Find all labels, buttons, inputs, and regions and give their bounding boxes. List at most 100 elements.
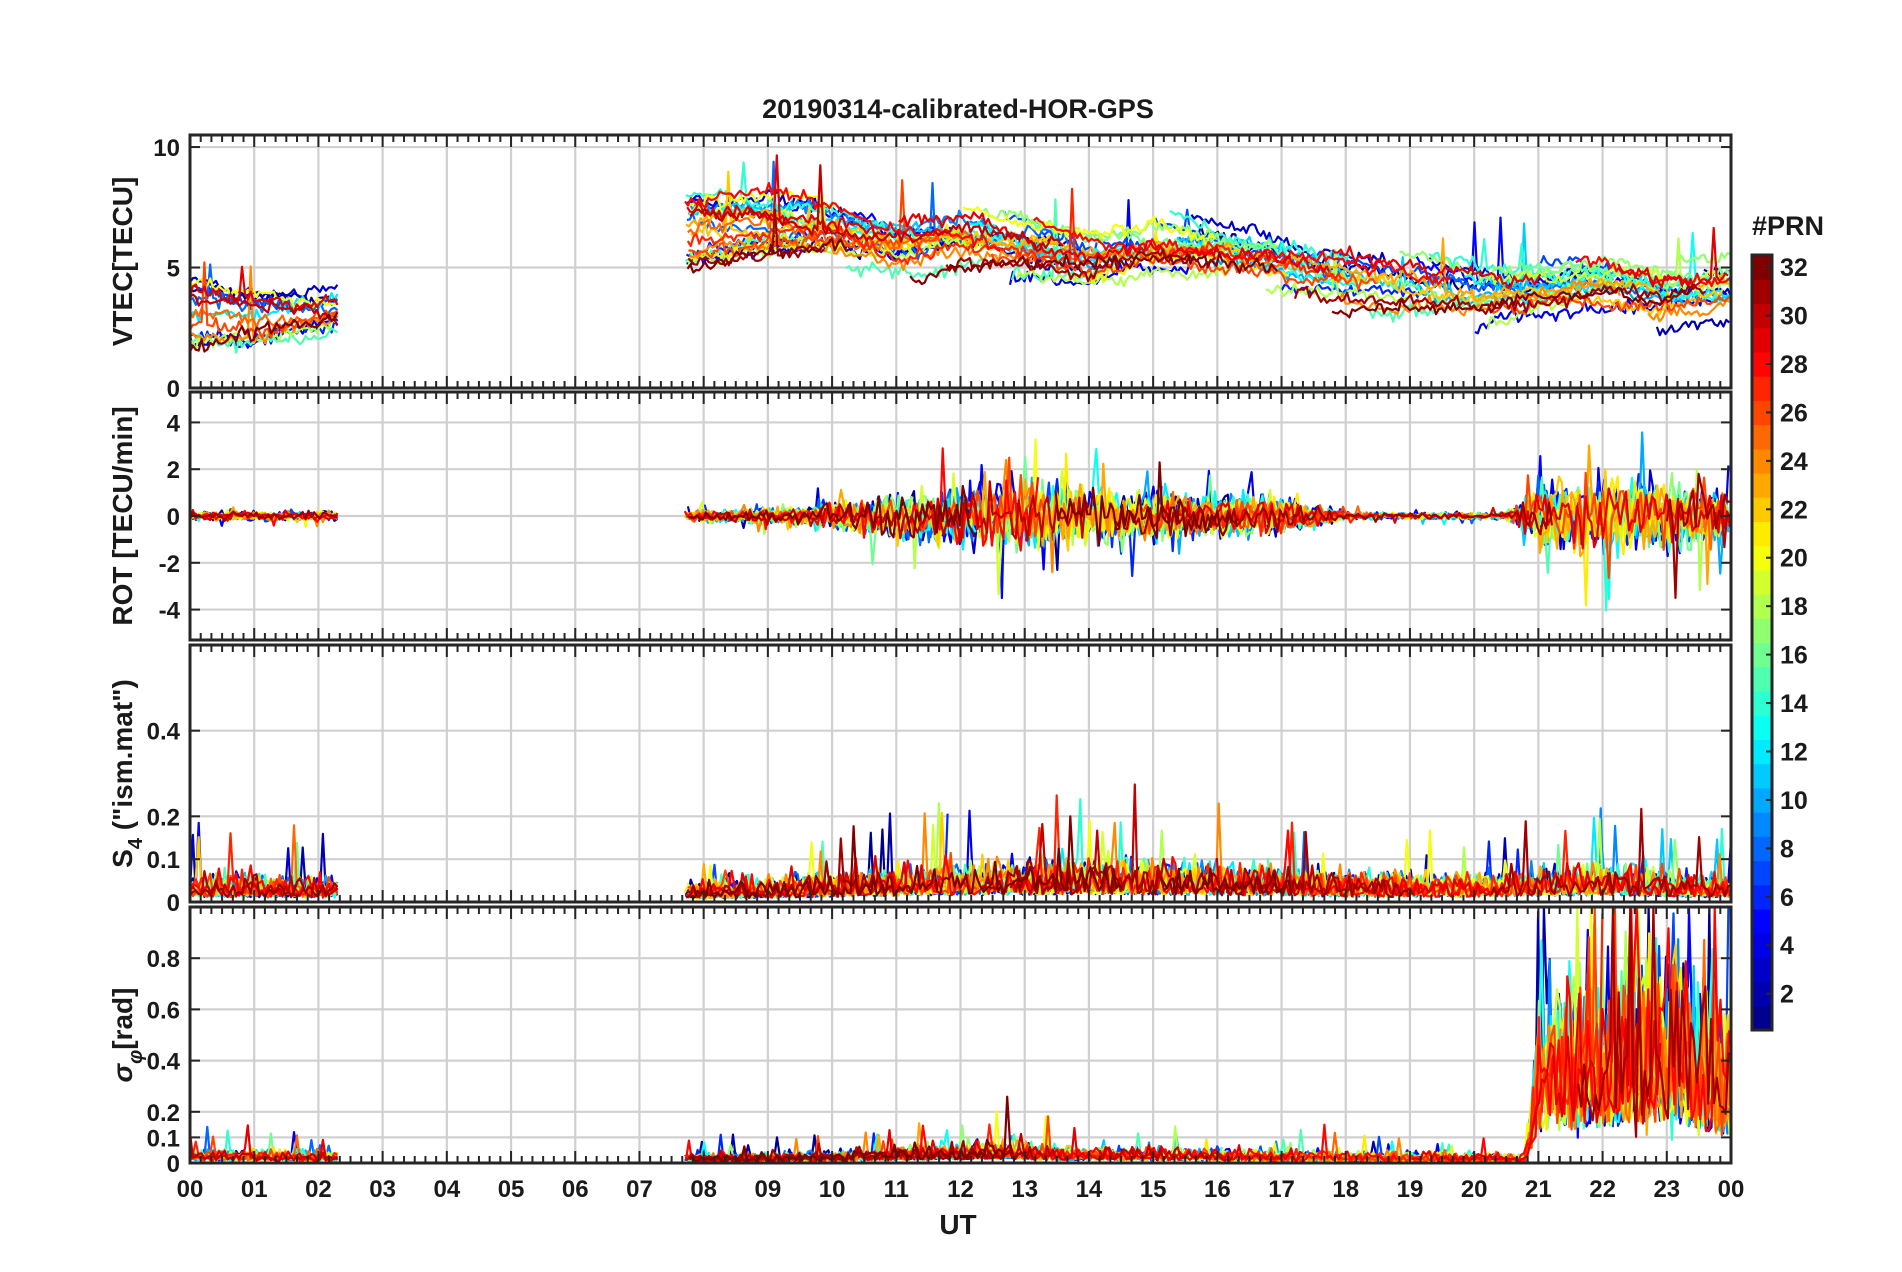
panel-rot: -4 -2 0 2 4 ROT [TECU/min] (107, 390, 1733, 642)
panel-rot-series (190, 431, 1731, 612)
prn-series-line (1655, 318, 1730, 337)
x-tick-label: 07 (626, 1176, 653, 1203)
y-tick-label: 2 (167, 457, 180, 484)
prn-series-line (1002, 458, 1247, 574)
panel-sigphi-ticks (189, 907, 1732, 1164)
x-tick-label: 10 (819, 1176, 846, 1203)
prn-series-line (689, 164, 1064, 253)
prn-series-line (1285, 237, 1661, 302)
x-tick-label: 20 (1461, 1176, 1488, 1203)
colorbar-segment (1752, 351, 1772, 377)
prn-series-line (1293, 283, 1706, 315)
colorbar-segment (1752, 521, 1772, 547)
colorbar-tick-label: 10 (1780, 787, 1808, 815)
prn-series-line (1601, 863, 1730, 898)
y-axis-label-s4: S4 ("ism.mat") (107, 679, 147, 868)
colorbar-segment (1752, 860, 1772, 886)
prn-series-line (685, 815, 1124, 899)
chart-title: 20190314-calibrated-HOR-GPS (762, 94, 1154, 124)
prn-series-line (1265, 250, 1408, 304)
x-tick-label: 17 (1268, 1176, 1295, 1203)
y-tick-label: 0.4 (147, 719, 181, 746)
prn-series-line (1054, 461, 1239, 547)
y-tick-label: 0.1 (147, 1125, 180, 1152)
prn-series-line (190, 293, 339, 326)
x-tick-label: 06 (562, 1176, 589, 1203)
panel-rot-ticks (189, 392, 1732, 640)
x-axis: 00 01 02 03 04 05 06 07 08 09 10 11 12 13 14 15 16 17 18 19… (177, 1176, 1745, 1203)
prn-series-line (1331, 245, 1542, 289)
prn-series-line (686, 237, 850, 274)
x-tick-label: 00 (177, 1176, 204, 1203)
prn-series-line (1677, 252, 1731, 265)
prn-series-line (190, 265, 339, 313)
colorbar-segment (1752, 424, 1772, 450)
colorbar-segment (1752, 812, 1772, 837)
prn-series-line (1114, 501, 1553, 537)
colorbar-frame (1750, 253, 1774, 1032)
colorbar-segment (1752, 448, 1772, 474)
colorbar-segment (1752, 545, 1772, 571)
x-tick-label: 13 (1011, 1176, 1038, 1203)
x-tick-label: 19 (1397, 1176, 1424, 1203)
colorbar-segment (1752, 400, 1772, 426)
panel-vtec: 0 5 10 VTEC[TECU] (107, 133, 1733, 403)
colorbar-tick-label: 18 (1780, 593, 1808, 621)
colorbar-tick-label: 4 (1780, 932, 1794, 960)
y-tick-label: 0.1 (147, 847, 180, 874)
colorbar-segment (1752, 739, 1772, 765)
y-tick-label: 0.4 (147, 1049, 181, 1076)
prn-series-line (190, 509, 338, 522)
y-tick-label: 0.2 (147, 1100, 180, 1127)
panel-s4: 0 0.1 0.2 0.4S4 ("ism.mat") (107, 643, 1733, 917)
y-tick-label: 0 (167, 890, 180, 917)
prn-series-line (1015, 264, 1232, 288)
x-tick-label: 21 (1525, 1176, 1552, 1203)
x-tick-label: 12 (947, 1176, 974, 1203)
panel-vtec-ticks (189, 135, 1732, 389)
y-axis-label-sigphi: σφ[rad] (107, 988, 147, 1083)
x-tick-label: 00 (1718, 1176, 1745, 1203)
colorbar-segment (1752, 472, 1772, 498)
y-tick-label: 4 (167, 410, 181, 437)
colorbar-segment (1752, 787, 1772, 813)
colorbar-label: #PRN (1752, 211, 1824, 241)
colorbar-tick-label: 16 (1780, 642, 1808, 670)
prn-series-line (1399, 250, 1678, 284)
colorbar-tick-label: 20 (1780, 545, 1808, 573)
prn-series-line (1678, 487, 1731, 551)
y-axis-label-rot: ROT [TECU/min] (107, 406, 138, 625)
prn-series-line (686, 187, 1096, 268)
y-tick-label: 10 (153, 135, 180, 162)
prn-series-line (190, 311, 339, 353)
x-tick-label: 01 (241, 1176, 268, 1203)
colorbar-segment (1752, 255, 1772, 280)
colorbar-segment (1752, 690, 1772, 716)
colorbar-segment (1752, 957, 1772, 983)
colorbar-tick-label: 14 (1780, 690, 1808, 718)
colorbar-segment (1752, 763, 1772, 789)
prn-series-line (686, 160, 1078, 261)
prn-series-line (1428, 238, 1731, 306)
colorbar-segment (1752, 569, 1772, 595)
colorbar-tick-label: 24 (1780, 448, 1808, 476)
x-tick-label: 15 (1140, 1176, 1167, 1203)
colorbar-segment (1752, 1005, 1772, 1031)
colorbar-segment (1752, 908, 1772, 934)
y-tick-label: 5 (167, 256, 180, 283)
colorbar-segment (1752, 836, 1772, 862)
x-tick-label: 05 (498, 1176, 525, 1203)
x-tick-label: 22 (1589, 1176, 1616, 1203)
colorbar-tick-label: 8 (1780, 835, 1794, 863)
prn-series-line (1215, 857, 1392, 897)
colorbar-segment (1752, 933, 1772, 958)
colorbar-segment (1752, 666, 1772, 692)
prn-series-line (690, 170, 1059, 248)
colorbar-segment (1752, 376, 1772, 401)
y-tick-label: -4 (159, 598, 181, 625)
prn-series-line (190, 277, 338, 311)
prn-series-line (684, 226, 817, 263)
